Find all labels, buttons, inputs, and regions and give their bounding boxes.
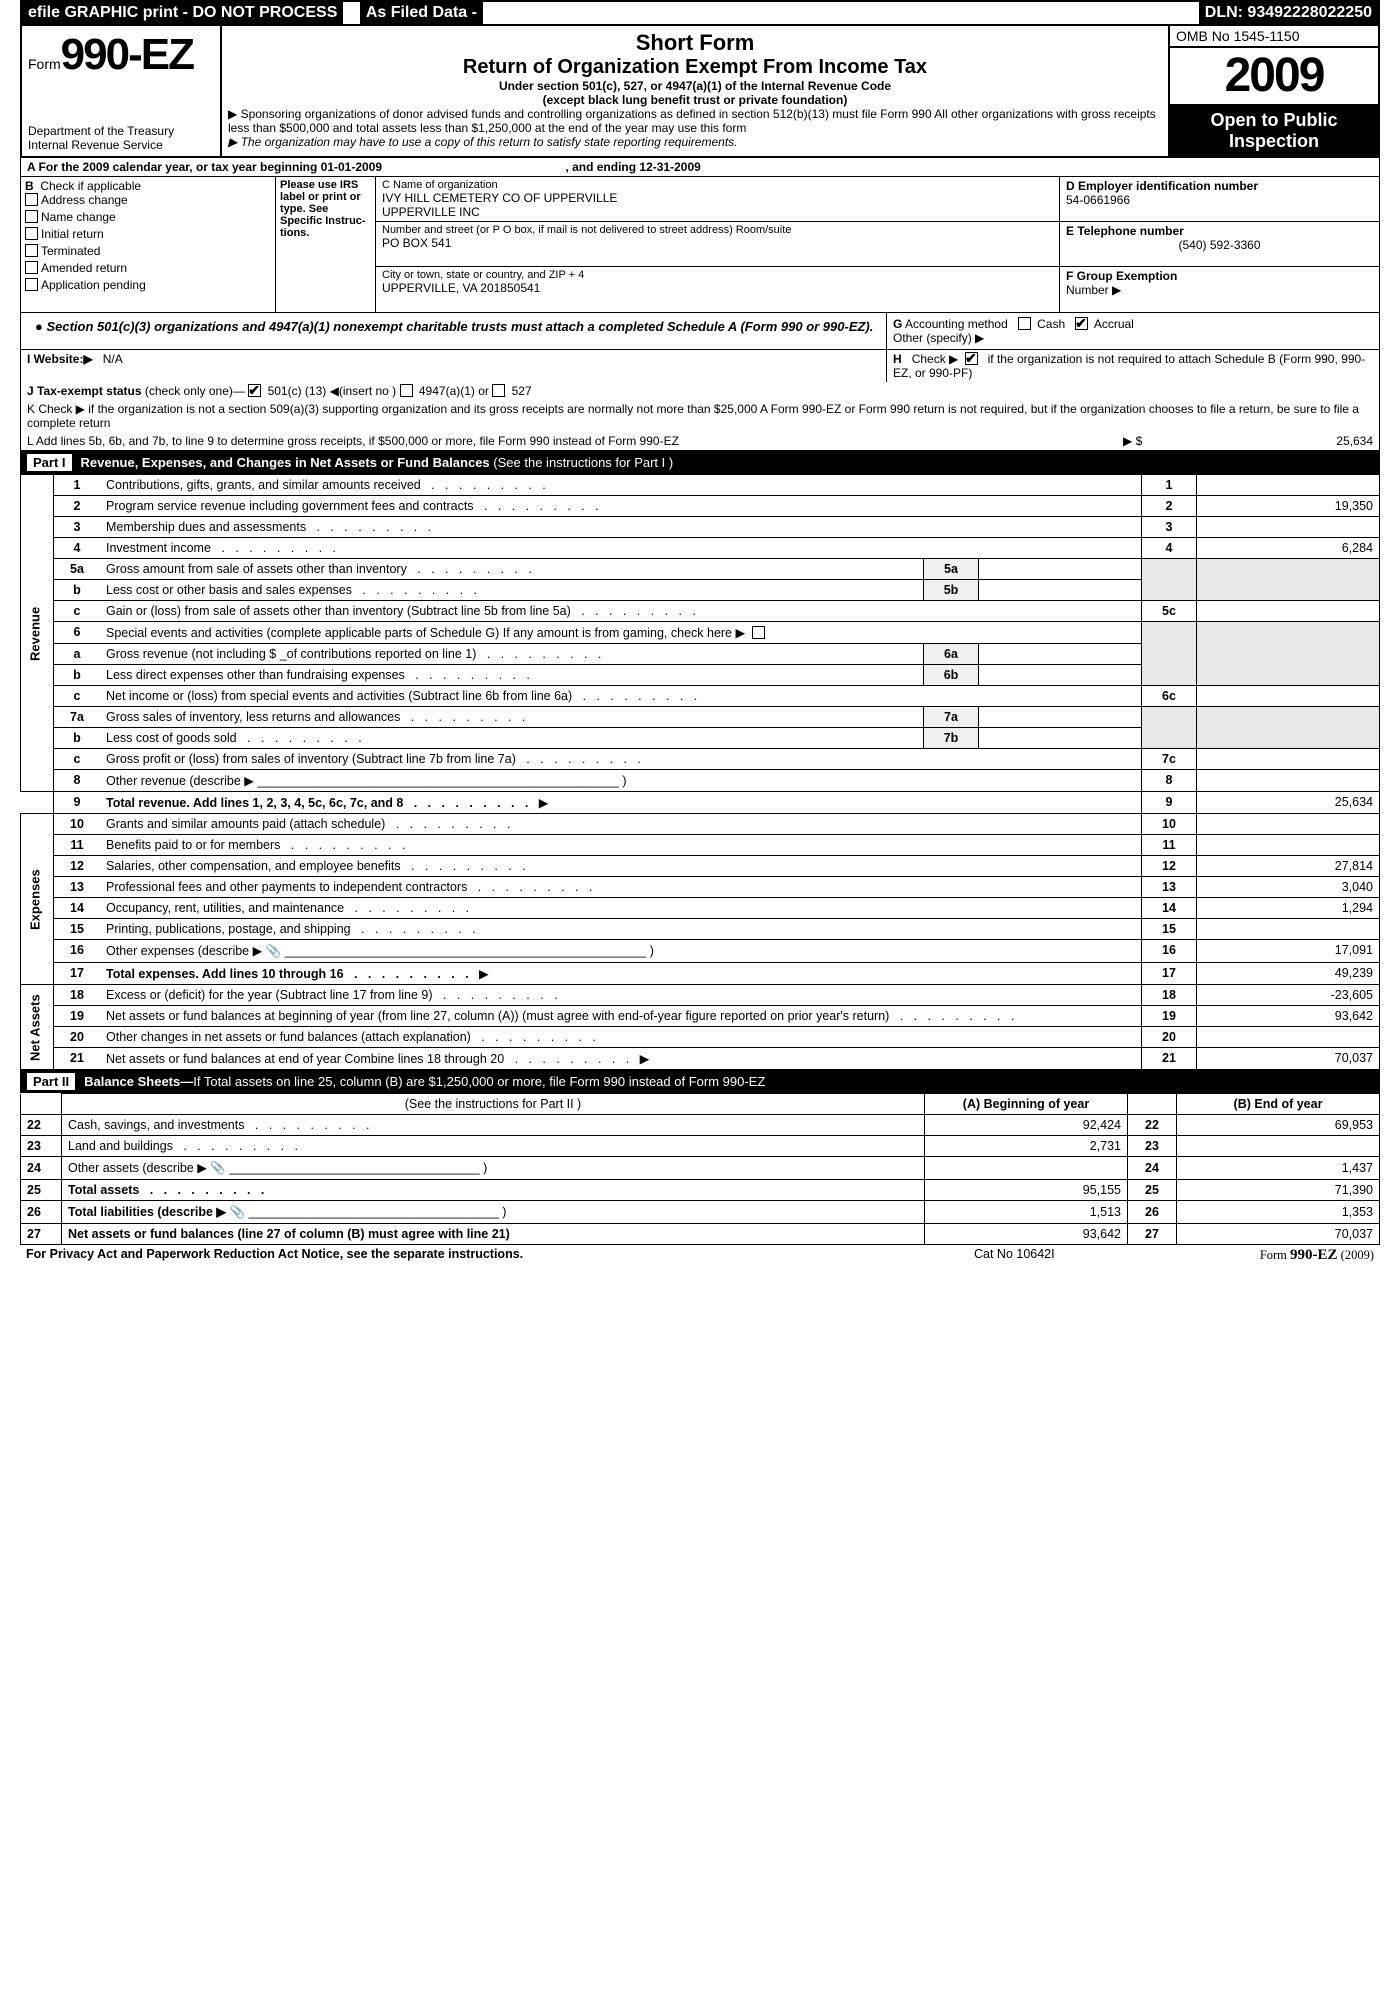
- website-value: N/A: [103, 352, 123, 366]
- tax-year: 2009: [1170, 48, 1378, 106]
- bs-25b: 71,390: [1177, 1180, 1380, 1201]
- subtitle-2: (except black lung benefit trust or priv…: [228, 93, 1162, 107]
- dept-irs: Internal Revenue Service: [28, 138, 214, 152]
- section-501-text: ● Section 501(c)(3) organizations and 49…: [21, 313, 886, 349]
- subtitle-1: Under section 501(c), 527, or 4947(a)(1)…: [228, 79, 1162, 93]
- chk-501c[interactable]: [248, 384, 261, 397]
- street-label: Number and street (or P O box, if mail i…: [382, 224, 1053, 236]
- privacy-notice: For Privacy Act and Paperwork Reduction …: [26, 1247, 974, 1264]
- group-exemption-arrow: Number ▶: [1066, 283, 1121, 297]
- chk-initial-return[interactable]: [25, 227, 38, 240]
- bs-27a: 93,642: [925, 1224, 1128, 1245]
- financial-table: Revenue 1Contributions, gifts, grants, a…: [20, 474, 1380, 1070]
- return-title: Return of Organization Exempt From Incom…: [228, 56, 1162, 79]
- bs-24a: [925, 1157, 1128, 1180]
- line-21-value: 70,037: [1197, 1048, 1380, 1070]
- revenue-tab: Revenue: [21, 475, 54, 792]
- bs-24b: 1,437: [1177, 1157, 1380, 1180]
- omb-number: OMB No 1545-1150: [1170, 26, 1378, 48]
- col-a-header: (A) Beginning of year: [925, 1094, 1128, 1115]
- open-inspection: Open to Public Inspection: [1170, 106, 1378, 156]
- group-exemption-label: F Group Exemption: [1066, 269, 1177, 283]
- form-no-big: 990-EZ: [61, 30, 193, 79]
- org-name-label: C Name of organization: [382, 179, 1053, 191]
- form-header: Form990-EZ Department of the Treasury In…: [20, 24, 1380, 158]
- line-i-h: I Website:▶ N/A H Check ▶ if the organiz…: [20, 350, 1380, 382]
- line-j: J Tax-exempt status (check only one)— 50…: [20, 382, 1380, 400]
- street-value: PO BOX 541: [382, 236, 1053, 250]
- sponsor-text: ▶ Sponsoring organizations of donor advi…: [228, 107, 1162, 135]
- section-501-row: ● Section 501(c)(3) organizations and 49…: [20, 312, 1380, 350]
- line-14-value: 1,294: [1197, 898, 1380, 919]
- chk-4947[interactable]: [400, 384, 413, 397]
- line-17-value: 49,239: [1197, 963, 1380, 985]
- form-number: Form990-EZ: [28, 30, 214, 80]
- net-assets-tab: Net Assets: [21, 985, 54, 1070]
- city-label: City or town, state or country, and ZIP …: [382, 269, 1053, 281]
- line-18-value: -23,605: [1197, 985, 1380, 1006]
- line-l-value: 25,634: [1203, 434, 1373, 448]
- top-bar: efile GRAPHIC print - DO NOT PROCESS As …: [20, 0, 1380, 24]
- bs-27b: 70,037: [1177, 1224, 1380, 1245]
- dln-number: DLN: 93492228022250: [1199, 2, 1378, 24]
- form-footer: Form 990-EZ (2009): [1174, 1247, 1374, 1264]
- chk-address-change[interactable]: [25, 193, 38, 206]
- part-ii-header: Part II Balance Sheets— If Total assets …: [20, 1070, 1380, 1093]
- line-2-value: 19,350: [1197, 496, 1380, 517]
- org-name-1: IVY HILL CEMETERY CO OF UPPERVILLE: [382, 191, 1053, 205]
- expenses-tab: Expenses: [21, 814, 54, 985]
- form-prefix: Form: [28, 56, 61, 72]
- website-label: I Website:▶: [27, 352, 93, 366]
- part-i-header: Part I Revenue, Expenses, and Changes in…: [20, 451, 1380, 474]
- bs-26b: 1,353: [1177, 1201, 1380, 1224]
- line-19-value: 93,642: [1197, 1006, 1380, 1027]
- city-value: UPPERVILLE, VA 201850541: [382, 281, 1053, 295]
- chk-pending[interactable]: [25, 278, 38, 291]
- line-16-value: 17,091: [1197, 940, 1380, 963]
- line-l: L Add lines 5b, 6b, and 7b, to line 9 to…: [20, 432, 1380, 451]
- bs-22b: 69,953: [1177, 1115, 1380, 1136]
- line-4-value: 6,284: [1197, 538, 1380, 559]
- tel-value: (540) 592-3360: [1066, 238, 1373, 252]
- chk-name-change[interactable]: [25, 210, 38, 223]
- bs-23a: 2,731: [925, 1136, 1128, 1157]
- identity-block: B Check if applicable Address change Nam…: [20, 177, 1380, 312]
- line-13-value: 3,040: [1197, 877, 1380, 898]
- chk-cash[interactable]: [1018, 317, 1031, 330]
- col-b-header: (B) End of year: [1177, 1094, 1380, 1115]
- as-filed: As Filed Data -: [360, 2, 483, 24]
- line-9-value: 25,634: [1197, 792, 1380, 814]
- bs-26a: 1,513: [925, 1201, 1128, 1224]
- org-name-2: UPPERVILLE INC: [382, 205, 1053, 219]
- chk-h[interactable]: [965, 352, 978, 365]
- page-footer: For Privacy Act and Paperwork Reduction …: [20, 1245, 1380, 1266]
- dept-treasury: Department of the Treasury: [28, 124, 214, 138]
- line-k: K Check ▶ if the organization is not a s…: [20, 400, 1380, 432]
- bs-23b: [1177, 1136, 1380, 1157]
- chk-amended[interactable]: [25, 261, 38, 274]
- line-a: A For the 2009 calendar year, or tax yea…: [20, 158, 1380, 177]
- chk-accrual[interactable]: [1075, 317, 1088, 330]
- short-form-title: Short Form: [228, 30, 1162, 56]
- chk-terminated[interactable]: [25, 244, 38, 257]
- balance-sheet-table: (See the instructions for Part II ) (A) …: [20, 1093, 1380, 1245]
- efile-notice: efile GRAPHIC print - DO NOT PROCESS: [22, 2, 343, 24]
- chk-gaming[interactable]: [752, 626, 765, 639]
- bs-22a: 92,424: [925, 1115, 1128, 1136]
- satisfy-text: ▶ The organization may have to use a cop…: [228, 135, 1162, 149]
- bs-25a: 95,155: [925, 1180, 1128, 1201]
- ein-label: D Employer identification number: [1066, 179, 1373, 193]
- catalog-number: Cat No 10642I: [974, 1247, 1174, 1264]
- line-12-value: 27,814: [1197, 856, 1380, 877]
- ein-value: 54-0661966: [1066, 193, 1373, 207]
- chk-527[interactable]: [492, 384, 505, 397]
- irs-label-instructions: Please use IRS label or print or type. S…: [276, 177, 376, 312]
- tel-label: E Telephone number: [1066, 224, 1373, 238]
